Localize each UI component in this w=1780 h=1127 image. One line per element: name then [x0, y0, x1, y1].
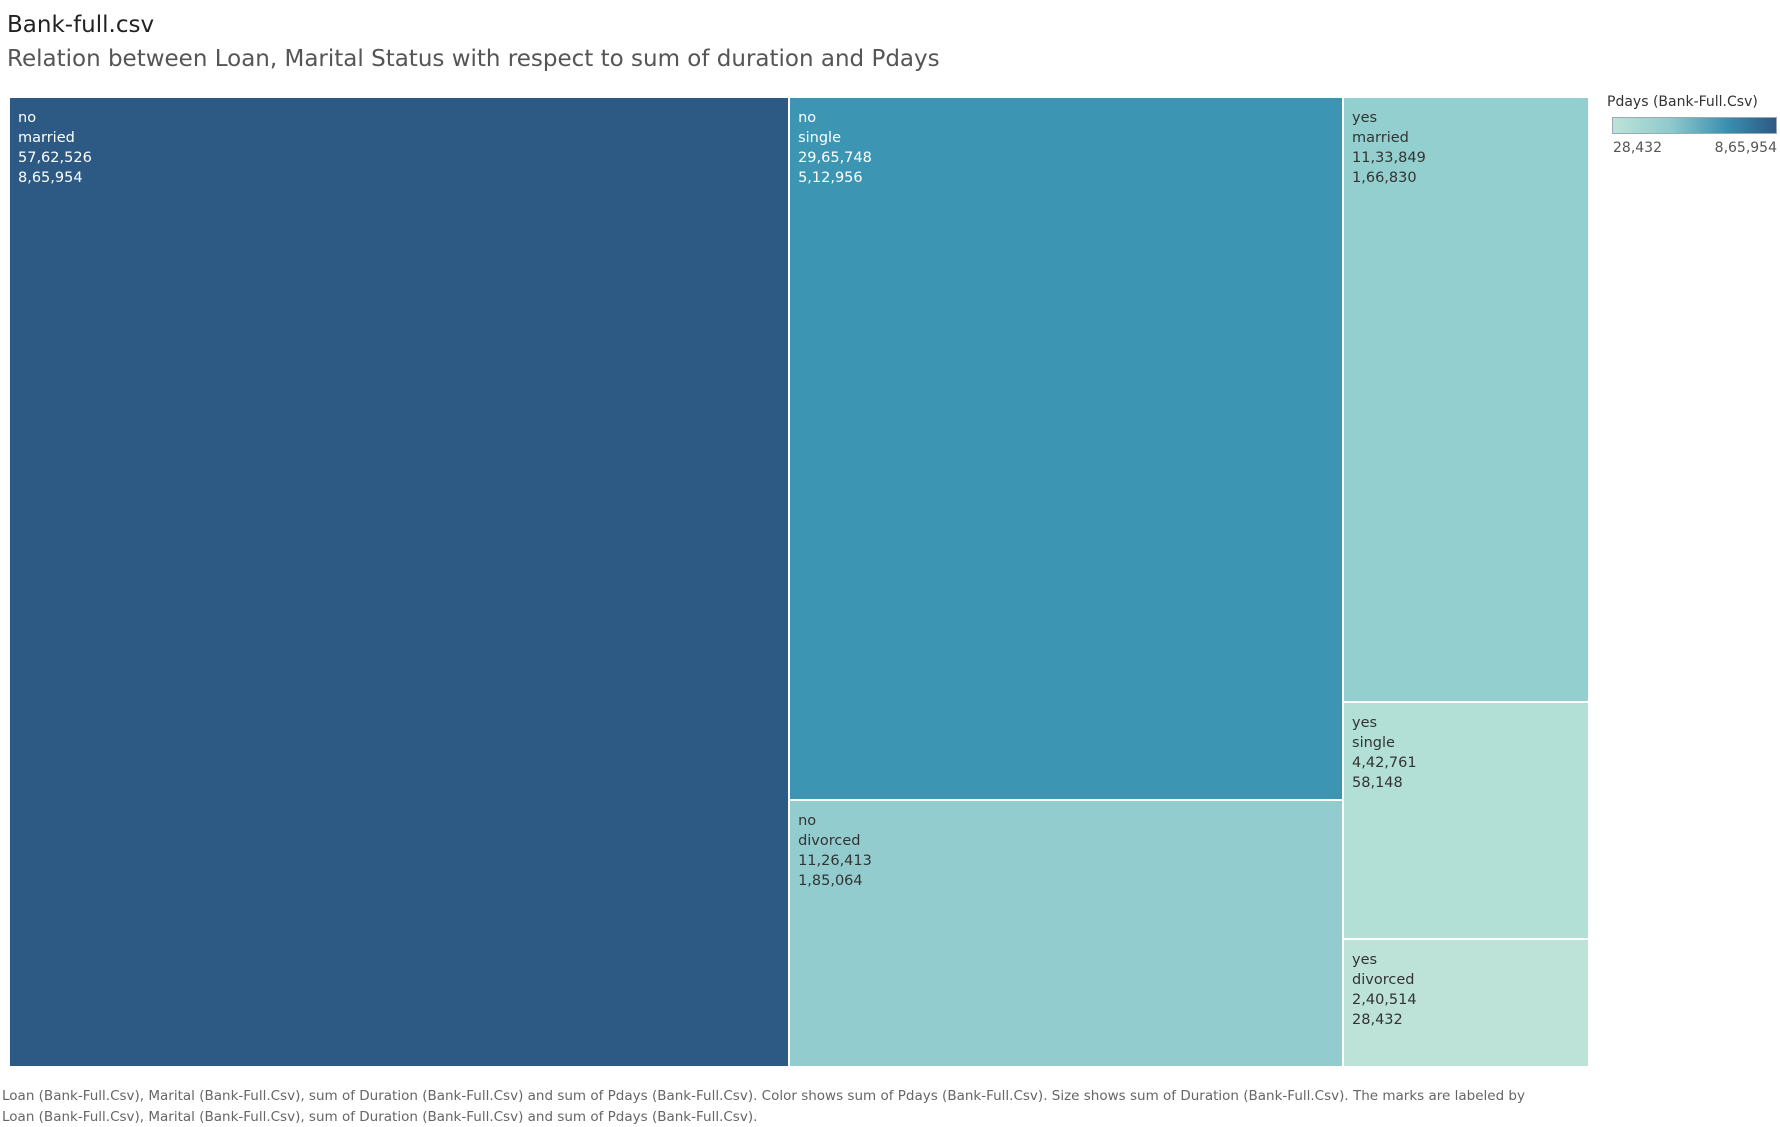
tile-loan-label: yes	[1352, 951, 1378, 968]
tile-label: yes married 11,33,849 1,66,830	[1352, 108, 1426, 188]
tile-duration-label: 11,26,413	[798, 852, 872, 869]
tile-label: yes divorced 2,40,514 28,432	[1352, 950, 1417, 1030]
tile-marital-label: married	[18, 130, 75, 146]
legend-min-label: 28,432	[1613, 140, 1662, 156]
chart-title: Bank-full.csv	[7, 12, 155, 38]
legend-title: Pdays (Bank-Full.Csv)	[1607, 94, 1758, 110]
treemap-tile-no-divorced[interactable]: no divorced 11,26,413 1,85,064	[789, 799, 1343, 1067]
treemap-tile-yes-divorced[interactable]: yes divorced 2,40,514 28,432	[1343, 938, 1589, 1067]
treemap-tile-no-single[interactable]: no single 29,65,748 5,12,956	[789, 97, 1343, 800]
color-legend: Pdays (Bank-Full.Csv) 28,432 8,65,954	[1607, 94, 1777, 156]
treemap-tile-no-married[interactable]: no married 57,62,526 8,65,954	[9, 97, 790, 1067]
tile-label: no single 29,65,748 5,12,956	[798, 108, 872, 188]
tile-loan-label: no	[18, 110, 37, 126]
tile-marital-label: married	[1352, 130, 1409, 146]
tile-marital-label: single	[1352, 735, 1395, 752]
tile-loan-label: no	[798, 812, 817, 829]
treemap-tile-yes-single[interactable]: yes single 4,42,761 58,148	[1343, 702, 1589, 939]
tile-pdays-label: 1,85,064	[798, 872, 863, 889]
tile-label: no divorced 11,26,413 1,85,064	[798, 811, 872, 891]
tile-duration-label: 4,42,761	[1352, 755, 1417, 772]
tile-duration-label: 57,62,526	[18, 150, 92, 166]
caption-line-2: Loan (Bank-Full.Csv), Marital (Bank-Full…	[2, 1108, 758, 1125]
tile-marital-label: single	[798, 130, 841, 146]
treemap-tile-yes-married[interactable]: yes married 11,33,849 1,66,830	[1343, 97, 1589, 703]
tile-pdays-label: 58,148	[1352, 775, 1403, 792]
tile-pdays-label: 28,432	[1352, 1011, 1403, 1028]
treemap: no married 57,62,526 8,65,954 no single 29,65,…	[9, 97, 1589, 1067]
legend-max-label: 8,65,954	[1714, 140, 1777, 156]
chart-caption: Loan (Bank-Full.Csv), Marital (Bank-Full…	[2, 1086, 1602, 1127]
caption-line-1: Loan (Bank-Full.Csv), Marital (Bank-Full…	[2, 1088, 1525, 1104]
tile-pdays-label: 8,65,954	[18, 170, 83, 186]
tile-loan-label: no	[798, 110, 817, 126]
tile-loan-label: yes	[1352, 110, 1378, 126]
tile-label: yes single 4,42,761 58,148	[1352, 713, 1417, 793]
tile-pdays-label: 5,12,956	[798, 170, 863, 186]
chart-subtitle: Relation between Loan, Marital Status wi…	[7, 46, 940, 72]
tile-duration-label: 29,65,748	[798, 150, 872, 166]
tile-label: no married 57,62,526 8,65,954	[18, 108, 92, 188]
legend-gradient-bar	[1612, 117, 1777, 134]
tile-pdays-label: 1,66,830	[1352, 170, 1417, 186]
tile-duration-label: 2,40,514	[1352, 991, 1417, 1008]
tile-marital-label: divorced	[1352, 971, 1415, 988]
tile-loan-label: yes	[1352, 715, 1378, 732]
tile-duration-label: 11,33,849	[1352, 150, 1426, 166]
tile-marital-label: divorced	[798, 832, 861, 849]
